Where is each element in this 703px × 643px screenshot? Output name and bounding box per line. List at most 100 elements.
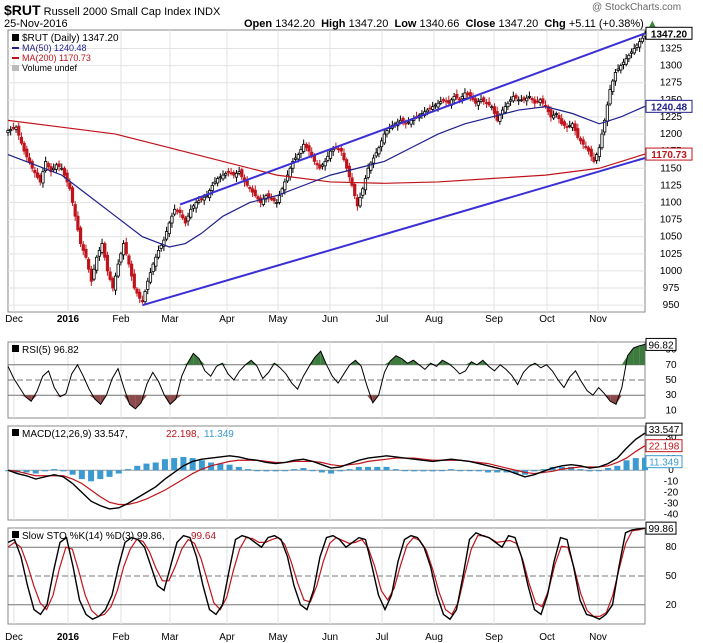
candle-body — [398, 119, 403, 123]
rsi-legend-swatch — [12, 345, 19, 352]
candle-body — [248, 187, 252, 190]
candle-body — [455, 93, 459, 99]
rsi-oversold-fill — [135, 395, 142, 409]
price-tick-label: 1325 — [660, 43, 683, 54]
candle-body — [546, 106, 550, 113]
macd-legend: MACD(12,26,9) 33.547, — [22, 429, 128, 440]
sto-last-label: 99.86 — [648, 524, 673, 535]
candle-body — [224, 172, 228, 176]
candle-body — [379, 140, 384, 148]
candle-body — [92, 268, 96, 280]
candle-body — [549, 109, 553, 118]
candle-body — [119, 253, 123, 263]
candle-body — [584, 145, 588, 149]
candle-body — [568, 125, 572, 127]
up-arrow-icon: ▲ — [646, 18, 658, 30]
month-label: Aug — [425, 314, 443, 325]
month-label: Dec — [5, 632, 23, 643]
candle-body — [68, 182, 72, 190]
candle-body — [369, 162, 373, 171]
rsi-oversold-fill — [123, 395, 130, 405]
sto-last-box — [645, 521, 677, 535]
candle-body — [138, 291, 142, 299]
sto-legend-d: 99.64 — [191, 531, 216, 542]
rsi-oversold-fill — [94, 395, 101, 405]
candle-body — [95, 256, 99, 271]
rsi-overbought-fill — [193, 353, 200, 365]
candle-body — [406, 121, 411, 124]
rsi-overbought-fill — [181, 363, 188, 365]
rsi-oversold-fill — [170, 395, 176, 405]
macd-histogram-bar — [318, 470, 325, 473]
macd-histogram-bar — [245, 469, 252, 471]
candle-body — [498, 114, 502, 122]
rsi-overbought-fill — [268, 363, 275, 365]
candle-body — [111, 278, 115, 289]
month-label: Jun — [322, 632, 338, 643]
candle-body — [511, 95, 515, 102]
candle-body — [87, 258, 91, 270]
rsi-oversold-fill — [616, 395, 622, 405]
close-value: 1347.20 — [498, 18, 539, 30]
month-label: Mar — [161, 314, 179, 325]
macd-histogram-bar — [420, 470, 427, 472]
candle-body — [35, 172, 40, 178]
macd-histogram-bar — [171, 458, 178, 471]
candle-body — [447, 100, 451, 104]
candle-body — [269, 197, 274, 200]
price-tick-label: 1025 — [660, 249, 683, 260]
candle-body — [84, 248, 88, 258]
candle-body — [353, 183, 357, 197]
candle-body — [234, 172, 239, 178]
macd-histogram-bar — [383, 466, 390, 471]
price-tick-label: 1225 — [660, 112, 683, 123]
candle-body — [315, 163, 319, 166]
channel-upper-line — [179, 32, 646, 206]
rsi-overbought-fill — [395, 355, 402, 365]
macd-histogram-bar — [78, 470, 85, 480]
ohlc-readout: Open 1342.20 High 1347.20 Low 1340.66 Cl… — [244, 18, 658, 30]
candle-body — [570, 123, 575, 128]
month-label: Jul — [376, 632, 389, 643]
macd-histogram-bar — [125, 469, 132, 471]
candle-body — [38, 174, 42, 183]
candle-body — [78, 227, 83, 244]
macd-histogram-bar — [189, 458, 196, 471]
price-tick-label: 950 — [663, 300, 680, 311]
month-label: Mar — [161, 632, 179, 643]
sto-tick-label: 20 — [665, 600, 677, 611]
candle-body — [640, 37, 644, 43]
candle-body — [232, 171, 236, 176]
candle-body — [148, 272, 153, 283]
candle-body — [318, 164, 322, 169]
macd-histogram-bar — [337, 470, 344, 472]
sto-k-line — [7, 527, 646, 621]
macd-histogram-bar — [365, 466, 372, 471]
macd-histogram-bar — [134, 465, 141, 471]
price-tick-label: 975 — [663, 283, 680, 294]
sto-legend-swatch — [12, 531, 19, 538]
candle-body — [605, 104, 609, 122]
candle-body — [355, 197, 360, 207]
price-tick-label: 1075 — [660, 215, 683, 226]
price-tick-label: 1300 — [660, 61, 683, 72]
candle-body — [162, 239, 166, 247]
candle-body — [581, 139, 585, 145]
month-label: Nov — [589, 632, 607, 643]
macd-histogram-bar — [32, 470, 39, 474]
month-label: Feb — [112, 314, 130, 325]
candle-body — [576, 128, 580, 138]
candle-body — [328, 150, 333, 159]
macd-last-label: 22.198 — [649, 442, 680, 453]
macd-last-box — [645, 455, 683, 469]
candle-body — [202, 196, 206, 201]
candle-body — [621, 61, 626, 65]
candle-body — [385, 130, 389, 135]
candle-body — [65, 172, 69, 183]
month-label: Oct — [539, 314, 555, 325]
candle-body — [608, 89, 612, 105]
macd-histogram-bar — [494, 470, 501, 473]
candle-body — [146, 280, 150, 290]
chart-date: 25-Nov-2016 — [4, 18, 68, 30]
candle-body — [189, 208, 193, 218]
